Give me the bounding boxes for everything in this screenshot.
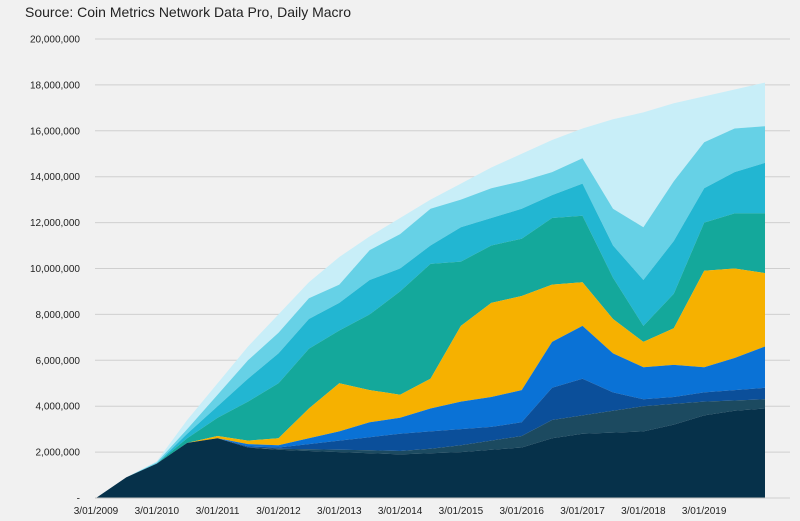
y-tick-label: 18,000,000 [30,80,80,91]
area-layer-8 [96,126,765,498]
y-tick-label: 6,000,000 [36,356,81,367]
x-tick-label: 3/01/2016 [499,506,544,517]
area-layer-3 [96,378,765,498]
x-tick-label: 3/01/2012 [256,506,301,517]
y-tick-label: 2,000,000 [36,448,81,459]
y-tick-label: 16,000,000 [30,126,80,137]
x-tick-label: 3/01/2010 [135,506,180,517]
y-tick-label: 8,000,000 [36,310,81,321]
y-tick-label: - [77,494,80,505]
source-note: Source: Coin Metrics Network Data Pro, D… [25,4,351,20]
y-tick-label: 4,000,000 [36,402,81,413]
x-tick-label: 3/01/2014 [378,506,423,517]
x-tick-label: 3/01/2019 [682,506,727,517]
area-layer-4 [96,325,765,498]
y-tick-label: 10,000,000 [30,264,80,275]
area-layer-6 [96,213,765,498]
x-tick-label: 3/01/2013 [317,506,362,517]
area-layer-2 [96,399,765,498]
area-layer-9 [96,82,765,498]
area-layer-1 [96,408,765,498]
x-tick-label: 3/01/2017 [560,506,605,517]
x-tick-label: 3/01/2011 [196,506,240,517]
y-tick-label: 12,000,000 [30,218,80,229]
x-tick-label: 3/01/2015 [439,506,484,517]
area-layer-7 [96,162,765,498]
x-tick-label: 3/01/2018 [621,506,666,517]
x-tick-label: 3/01/2009 [74,506,119,517]
y-tick-label: 20,000,000 [30,35,80,46]
y-tick-label: 14,000,000 [30,172,80,183]
area-layer-5 [96,268,765,498]
